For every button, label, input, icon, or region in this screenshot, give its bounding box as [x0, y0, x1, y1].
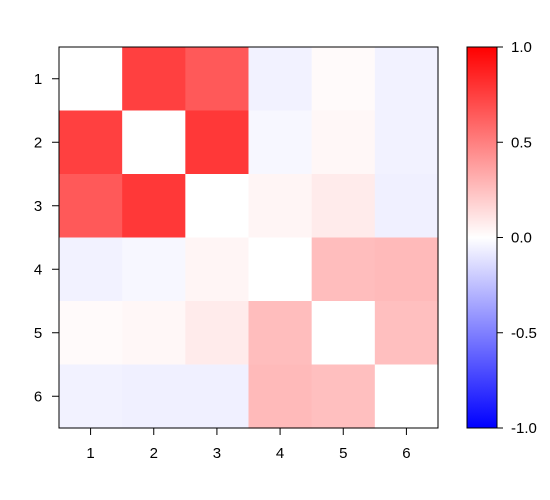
heatmap-cell-r3-c4 [248, 174, 313, 239]
x-tick-label: 2 [150, 445, 158, 462]
heatmap-cell-r2-c6 [374, 110, 439, 175]
heatmap-cell-r1-c1 [59, 47, 123, 112]
color-legend-tick-label: 0.0 [511, 230, 532, 247]
heatmap-cell-r4-c4 [248, 237, 313, 302]
heatmap-cell-r2-c5 [311, 110, 376, 175]
color-legend-tick-label: -0.5 [511, 325, 537, 342]
y-tick-label: 4 [34, 261, 42, 278]
heatmap-cell-r5-c2 [122, 301, 186, 366]
y-tick-label: 3 [34, 198, 42, 215]
heatmap-cell-r1-c3 [185, 47, 250, 112]
heatmap-cell-r3-c1 [59, 174, 123, 239]
heatmap-cell-r5-c4 [248, 301, 313, 366]
x-tick-label: 1 [86, 445, 94, 462]
heatmap-cell-r1-c4 [248, 47, 313, 112]
y-axis: 1 2 3 4 5 6 [34, 71, 59, 405]
color-legend-ticks: 1.0 0.5 0.0 -0.5 -1.0 [497, 39, 537, 437]
heatmap-cell-r3-c6 [374, 174, 439, 239]
heatmap-cell-r3-c2 [122, 174, 186, 239]
y-tick-label: 1 [34, 71, 42, 88]
heatmap-cell-r6-c3 [185, 364, 250, 429]
color-legend-tick-label: 0.5 [511, 134, 532, 151]
plot-frame [58, 46, 439, 429]
heatmap-cell-r4-c3 [185, 237, 250, 302]
heatmap-cell-r4-c6 [374, 237, 439, 302]
heatmap-cell-r6-c4 [248, 364, 313, 429]
heatmap-cell-r3-c5 [311, 174, 376, 239]
heatmap-cell-r2-c1 [59, 110, 123, 175]
heatmap-cell-r4-c1 [59, 237, 123, 302]
heatmap-cell-r1-c6 [374, 47, 439, 112]
heatmap-cell-r2-c3 [185, 110, 250, 175]
heatmap-cell-r4-c2 [122, 237, 186, 302]
heatmap-cell-r5-c1 [59, 301, 123, 366]
heatmap-cell-r2-c2 [122, 110, 186, 175]
heatmap-cell-r2-c4 [248, 110, 313, 175]
heatmap-cells [59, 47, 439, 429]
heatmap-cell-r1-c5 [311, 47, 376, 112]
heatmap-cell-r5-c5 [311, 301, 376, 366]
x-tick-label: 6 [402, 445, 410, 462]
heatmap-cell-r4-c5 [311, 237, 376, 302]
y-tick-label: 6 [34, 388, 42, 405]
heatmap-cell-r6-c5 [311, 364, 376, 429]
y-tick-label: 2 [34, 134, 42, 151]
color-legend-tick-label: -1.0 [511, 420, 537, 437]
heatmap-cell-r5-c6 [374, 301, 439, 366]
color-legend: 1.0 0.5 0.0 -0.5 -1.0 [466, 39, 537, 437]
heatmap-cell-r6-c1 [59, 364, 123, 429]
heatmap-cell-r6-c6 [374, 364, 439, 429]
x-tick-label: 5 [339, 445, 347, 462]
heatmap-cell-r6-c2 [122, 364, 186, 429]
heatmap-cell-r3-c3 [185, 174, 250, 239]
heatmap-cell-r1-c2 [122, 47, 186, 112]
heatmap-cell-r5-c3 [185, 301, 250, 366]
x-axis: 1 2 3 4 5 6 [86, 428, 411, 462]
x-tick-label: 3 [213, 445, 221, 462]
x-tick-label: 4 [276, 445, 284, 462]
color-legend-tick-label: 1.0 [511, 39, 532, 56]
y-tick-label: 5 [34, 325, 42, 342]
color-legend-bar [466, 46, 498, 429]
